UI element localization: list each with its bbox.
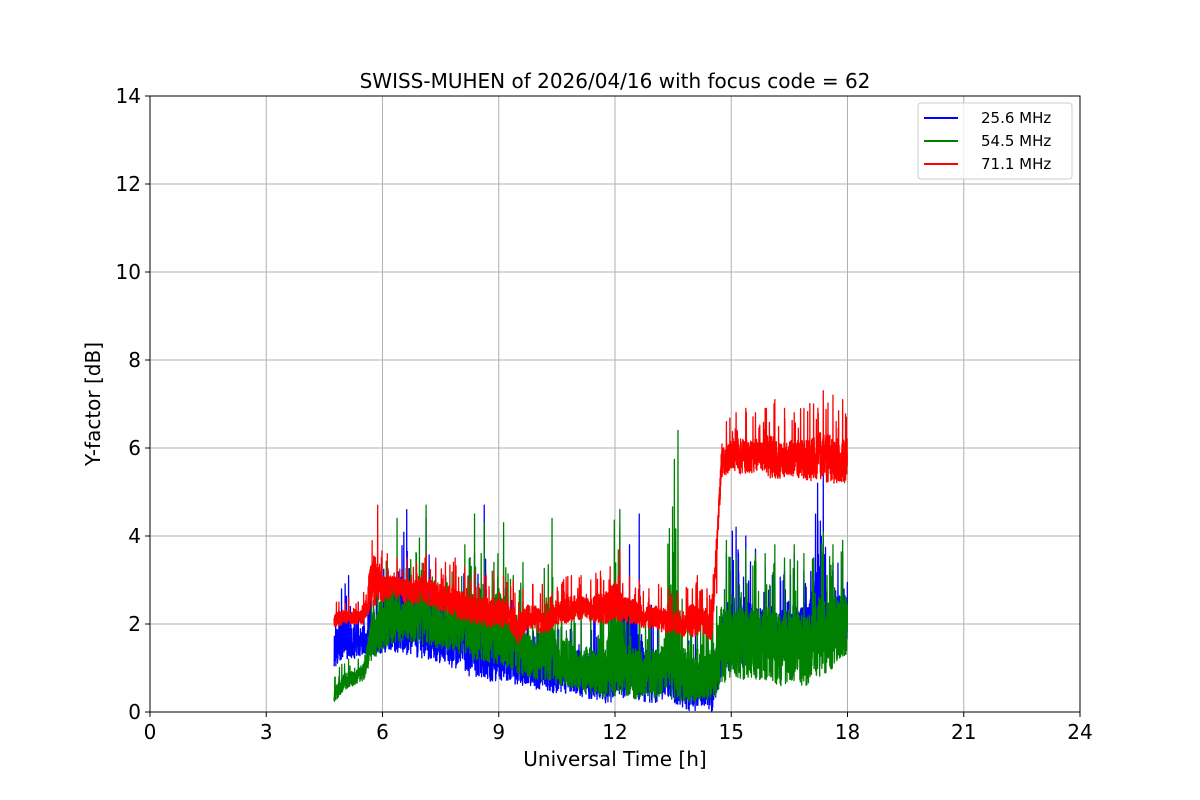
y-tick-label: 2 <box>128 612 141 636</box>
x-tick-label: 3 <box>260 720 273 744</box>
legend-entry-2: 54.5 MHz <box>981 132 1051 150</box>
y-axis-label: Y-factor [dB] <box>81 342 105 467</box>
y-tick-label: 12 <box>116 172 141 196</box>
y-tick-label: 6 <box>128 436 141 460</box>
x-tick-label: 24 <box>1067 720 1092 744</box>
legend-entry-3: 71.1 MHz <box>981 155 1051 173</box>
y-tick-label: 0 <box>128 700 141 724</box>
y-tick-label: 4 <box>128 524 141 548</box>
y-tick-label: 14 <box>116 84 141 108</box>
legend-box <box>917 102 1073 180</box>
y-tick-label: 10 <box>116 260 141 284</box>
chart-title: SWISS-MUHEN of 2026/04/16 with focus cod… <box>360 69 871 93</box>
x-axis-label: Universal Time [h] <box>523 747 706 771</box>
x-tick-label: 9 <box>492 720 505 744</box>
x-tick-label: 6 <box>376 720 389 744</box>
x-tick-label: 0 <box>144 720 157 744</box>
series-line-3 <box>333 390 849 646</box>
x-tick-label: 18 <box>835 720 860 744</box>
x-tick-label: 15 <box>719 720 744 744</box>
x-tick-label: 21 <box>951 720 976 744</box>
legend: 25.6 MHz 54.5 MHz 71.1 MHz <box>917 102 1073 180</box>
legend-entry-1: 25.6 MHz <box>981 109 1051 127</box>
x-tick-label: 12 <box>602 720 627 744</box>
y-tick-label: 8 <box>128 348 141 372</box>
series-layer <box>333 390 849 712</box>
